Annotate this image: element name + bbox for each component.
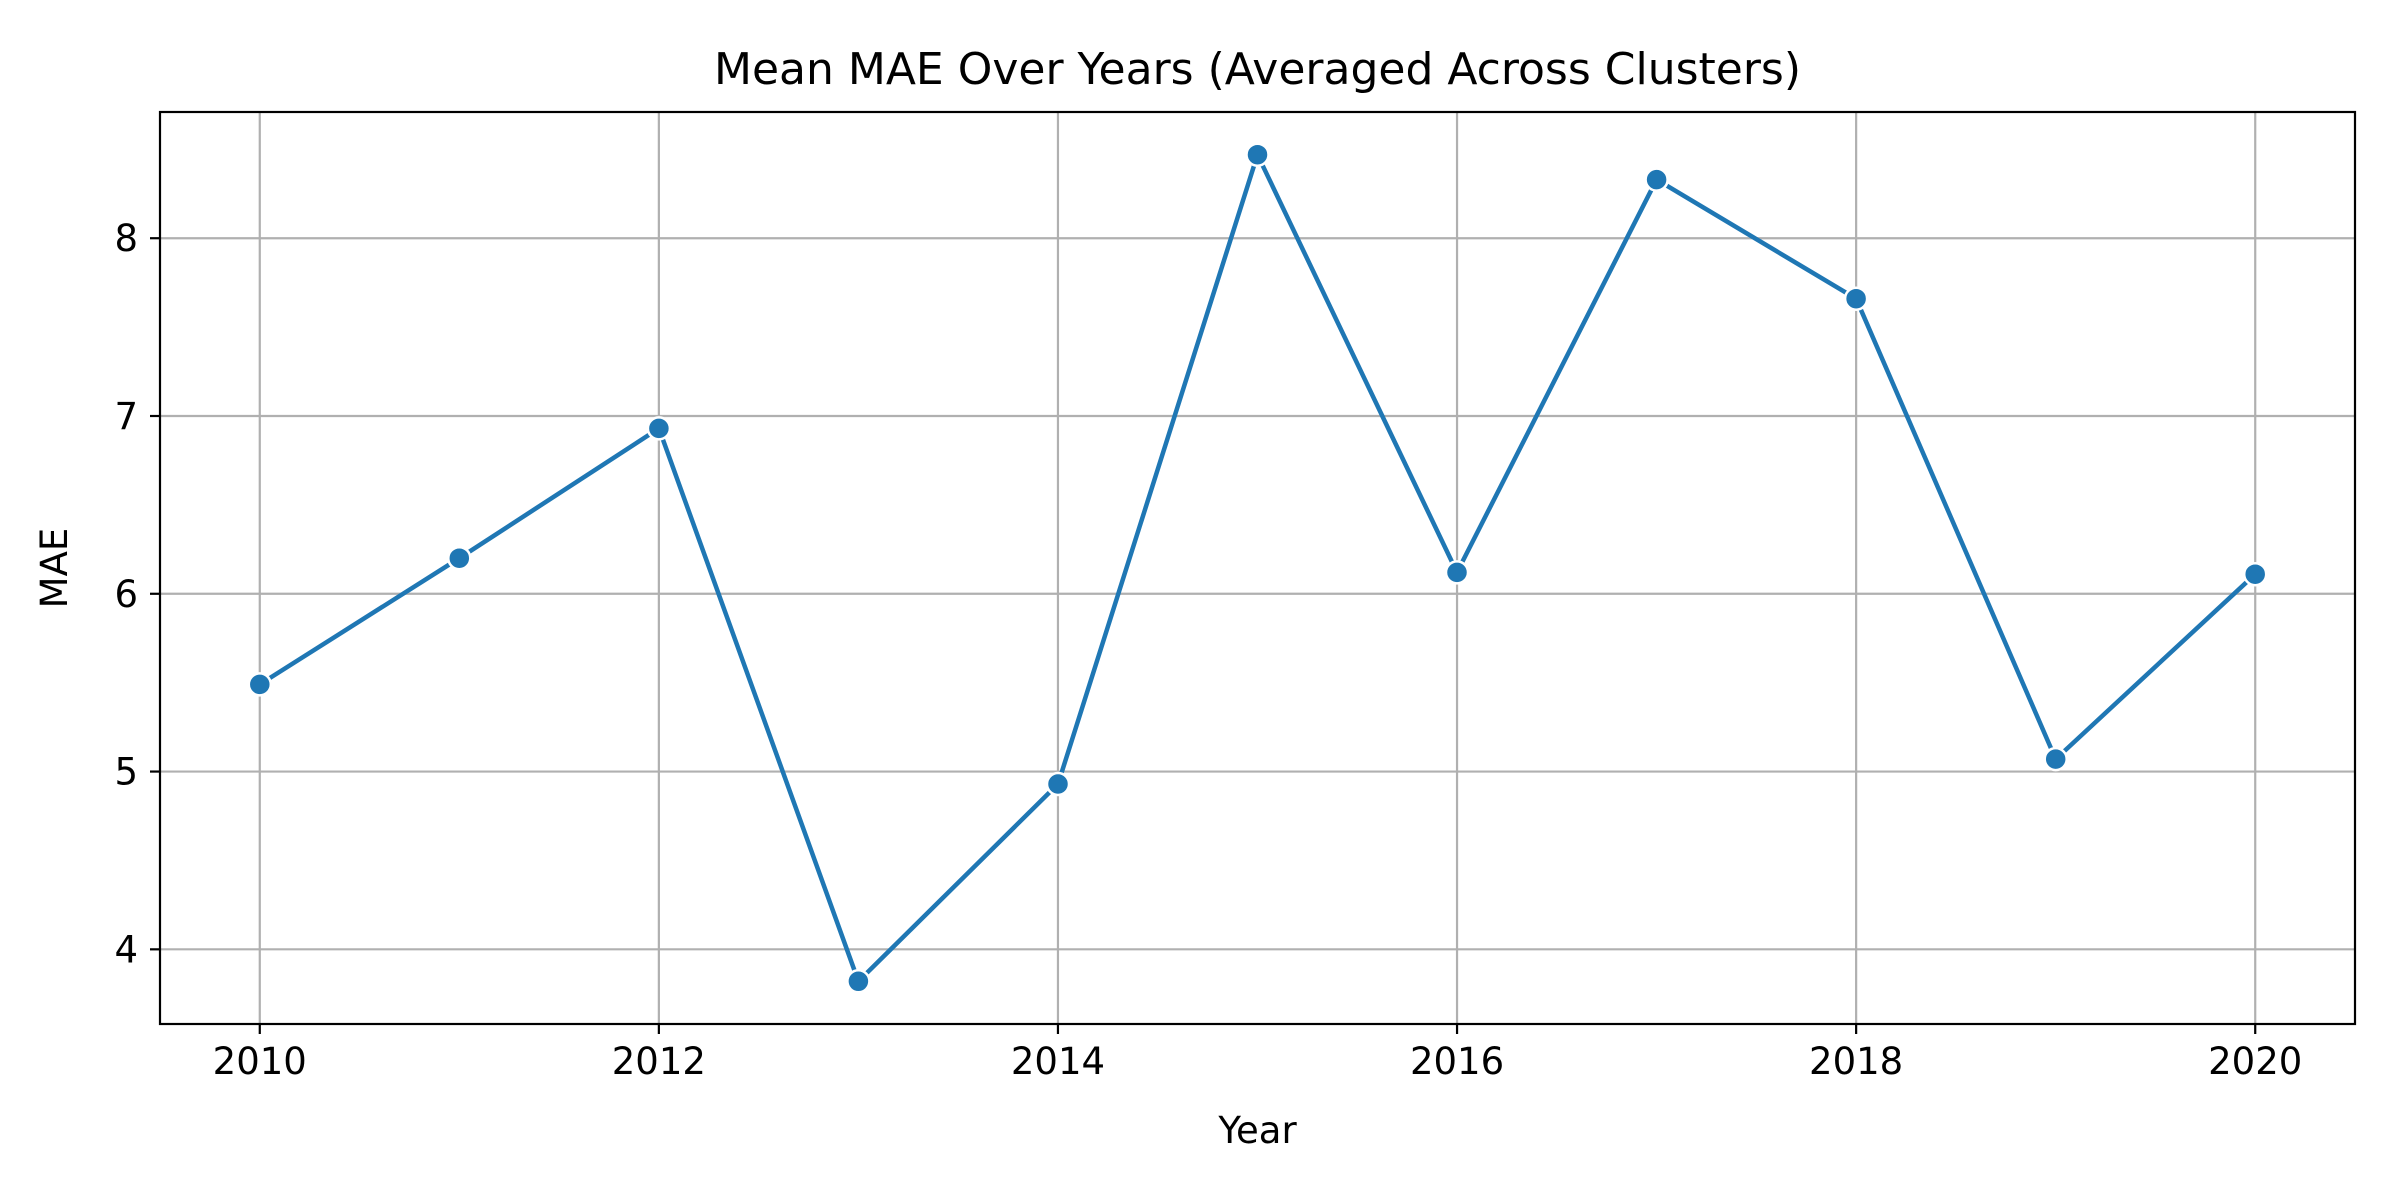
x-tick-label: 2010 bbox=[213, 1040, 307, 1083]
x-tick-label: 2012 bbox=[612, 1040, 706, 1083]
y-tick-label: 5 bbox=[114, 751, 138, 794]
y-tick-label: 4 bbox=[114, 928, 138, 971]
data-point bbox=[2043, 746, 2068, 772]
data-point bbox=[646, 416, 672, 441]
x-tick-label: 2016 bbox=[1410, 1040, 1504, 1083]
data-point bbox=[1444, 560, 1470, 585]
series-layer bbox=[247, 142, 2268, 994]
data-point bbox=[2242, 561, 2268, 587]
plot-frame bbox=[158, 110, 2357, 1026]
y-axis-label: MAE bbox=[33, 528, 76, 609]
tick-layer: 2010 2012 2014 2016 2018 2020 4 5 6 7 8 bbox=[114, 217, 2302, 1083]
x-tick-label: 2014 bbox=[1011, 1040, 1105, 1083]
data-point bbox=[1644, 167, 1669, 192]
x-axis-label: Year bbox=[1217, 1109, 1297, 1152]
data-point bbox=[1245, 142, 1270, 167]
chart-title: Mean MAE Over Years (Averaged Across Clu… bbox=[714, 44, 1801, 95]
data-point bbox=[1045, 771, 1071, 797]
data-point bbox=[1843, 286, 1869, 311]
y-tick-label: 8 bbox=[114, 217, 138, 260]
x-tick-label: 2020 bbox=[2208, 1040, 2302, 1083]
data-point bbox=[846, 969, 871, 994]
x-tick-label: 2018 bbox=[1809, 1040, 1903, 1083]
y-tick-label: 6 bbox=[114, 573, 138, 616]
data-point bbox=[247, 672, 273, 697]
y-tick-label: 7 bbox=[114, 395, 138, 438]
data-point bbox=[447, 545, 472, 571]
